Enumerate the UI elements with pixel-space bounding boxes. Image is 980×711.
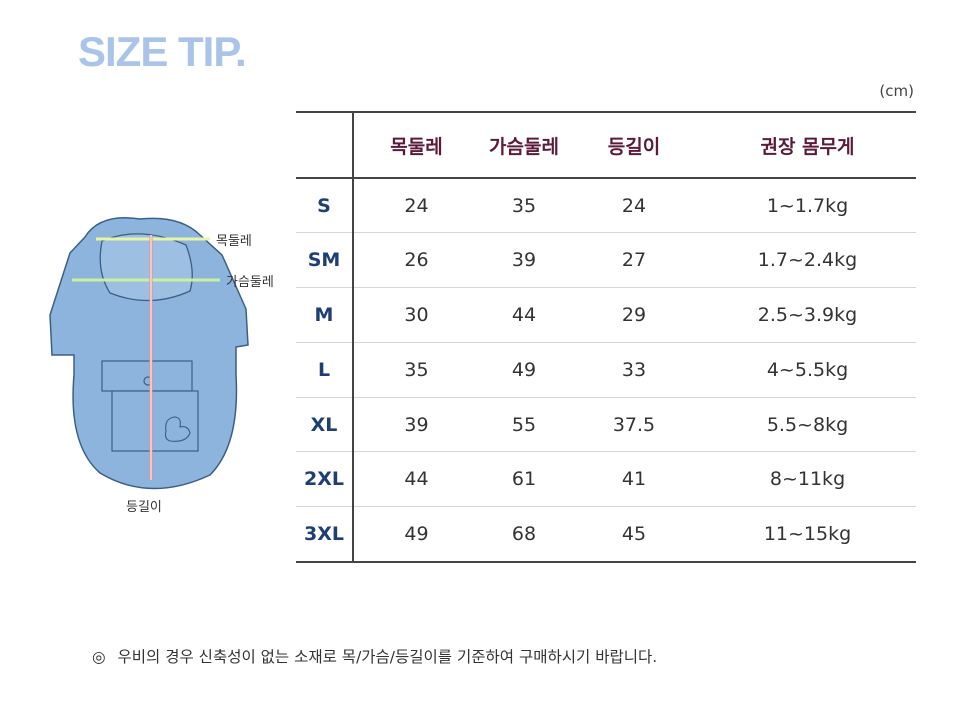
- note-text: 우비의 경우 신축성이 없는 소재로 목/가슴/등길이를 기준하여 구매하시기 …: [117, 648, 658, 666]
- table-row: 2XL 44 61 41 8~11kg: [296, 451, 916, 508]
- neck-cell: 44: [353, 451, 479, 508]
- pocket: [111, 390, 199, 452]
- neck-cell: 35: [353, 342, 479, 398]
- unit-label: (cm): [879, 82, 914, 100]
- header-size: [296, 111, 354, 179]
- chest-cell: 55: [479, 397, 569, 453]
- size-cell: 2XL: [296, 451, 354, 508]
- size-cell: SM: [296, 232, 354, 289]
- back-length-cell: 45: [569, 506, 699, 563]
- size-cell: S: [296, 178, 354, 234]
- weight-cell: 4~5.5kg: [699, 342, 916, 398]
- neck-cell: 26: [353, 232, 479, 289]
- neck-cell: 30: [353, 287, 479, 343]
- chest-cell: 49: [479, 342, 569, 398]
- back-length-cell: 29: [569, 287, 699, 343]
- size-cell: XL: [296, 397, 354, 453]
- back-length-cell: 33: [569, 342, 699, 398]
- chest-cell: 44: [479, 287, 569, 343]
- note-mark-icon: ◎: [92, 648, 106, 666]
- size-cell: L: [296, 342, 354, 398]
- duck-icon: [164, 416, 191, 442]
- chest-cell: 61: [479, 451, 569, 508]
- neck-cell: 39: [353, 397, 479, 453]
- neck-label: 목둘레: [216, 234, 252, 249]
- table-row: L 35 49 33 4~5.5kg: [296, 342, 916, 398]
- chest-label: 가슴둘레: [226, 275, 274, 290]
- header-back-length: 등길이: [569, 111, 699, 179]
- size-cell: M: [296, 287, 354, 343]
- header-chest: 가슴둘레: [479, 111, 569, 179]
- table-header-row: 목둘레 가슴둘레 등길이 권장 몸무게: [296, 111, 916, 179]
- weight-cell: 1.7~2.4kg: [699, 232, 916, 289]
- weight-cell: 11~15kg: [699, 506, 916, 563]
- purchase-note: ◎ 우비의 경우 신축성이 없는 소재로 목/가슴/등길이를 기준하여 구매하시기…: [92, 645, 657, 667]
- weight-cell: 2.5~3.9kg: [699, 287, 916, 343]
- chest-cell: 68: [479, 506, 569, 563]
- page-title: SIZE TIP.: [78, 28, 247, 75]
- header-weight: 권장 몸무게: [699, 111, 916, 179]
- chest-cell: 35: [479, 178, 569, 234]
- back-length-cell: 37.5: [569, 397, 699, 453]
- size-cell: 3XL: [296, 506, 354, 563]
- table-row: 3XL 49 68 45 11~15kg: [296, 506, 916, 563]
- pocket-flap: [101, 360, 193, 392]
- raincoat-hood: [99, 233, 193, 302]
- back-length-cell: 41: [569, 451, 699, 508]
- weight-cell: 8~11kg: [699, 451, 916, 508]
- back-length-cell: 24: [569, 178, 699, 234]
- back-length-cell: 27: [569, 232, 699, 289]
- weight-cell: 5.5~8kg: [699, 397, 916, 453]
- size-table: 목둘레 가슴둘레 등길이 권장 몸무게 S 24 35 24 1~1.7kg S…: [296, 111, 916, 563]
- table-row: M 30 44 29 2.5~3.9kg: [296, 287, 916, 343]
- weight-cell: 1~1.7kg: [699, 178, 916, 234]
- table-row: SM 26 39 27 1.7~2.4kg: [296, 232, 916, 289]
- neck-cell: 24: [353, 178, 479, 234]
- table-row: S 24 35 24 1~1.7kg: [296, 178, 916, 234]
- chest-cell: 39: [479, 232, 569, 289]
- header-neck: 목둘레: [353, 111, 479, 179]
- raincoat-illustration: 목둘레 가슴둘레 등길이: [49, 217, 274, 515]
- neck-cell: 49: [353, 506, 479, 563]
- table-row: XL 39 55 37.5 5.5~8kg: [296, 397, 916, 453]
- back-length-label: 등길이: [126, 500, 162, 515]
